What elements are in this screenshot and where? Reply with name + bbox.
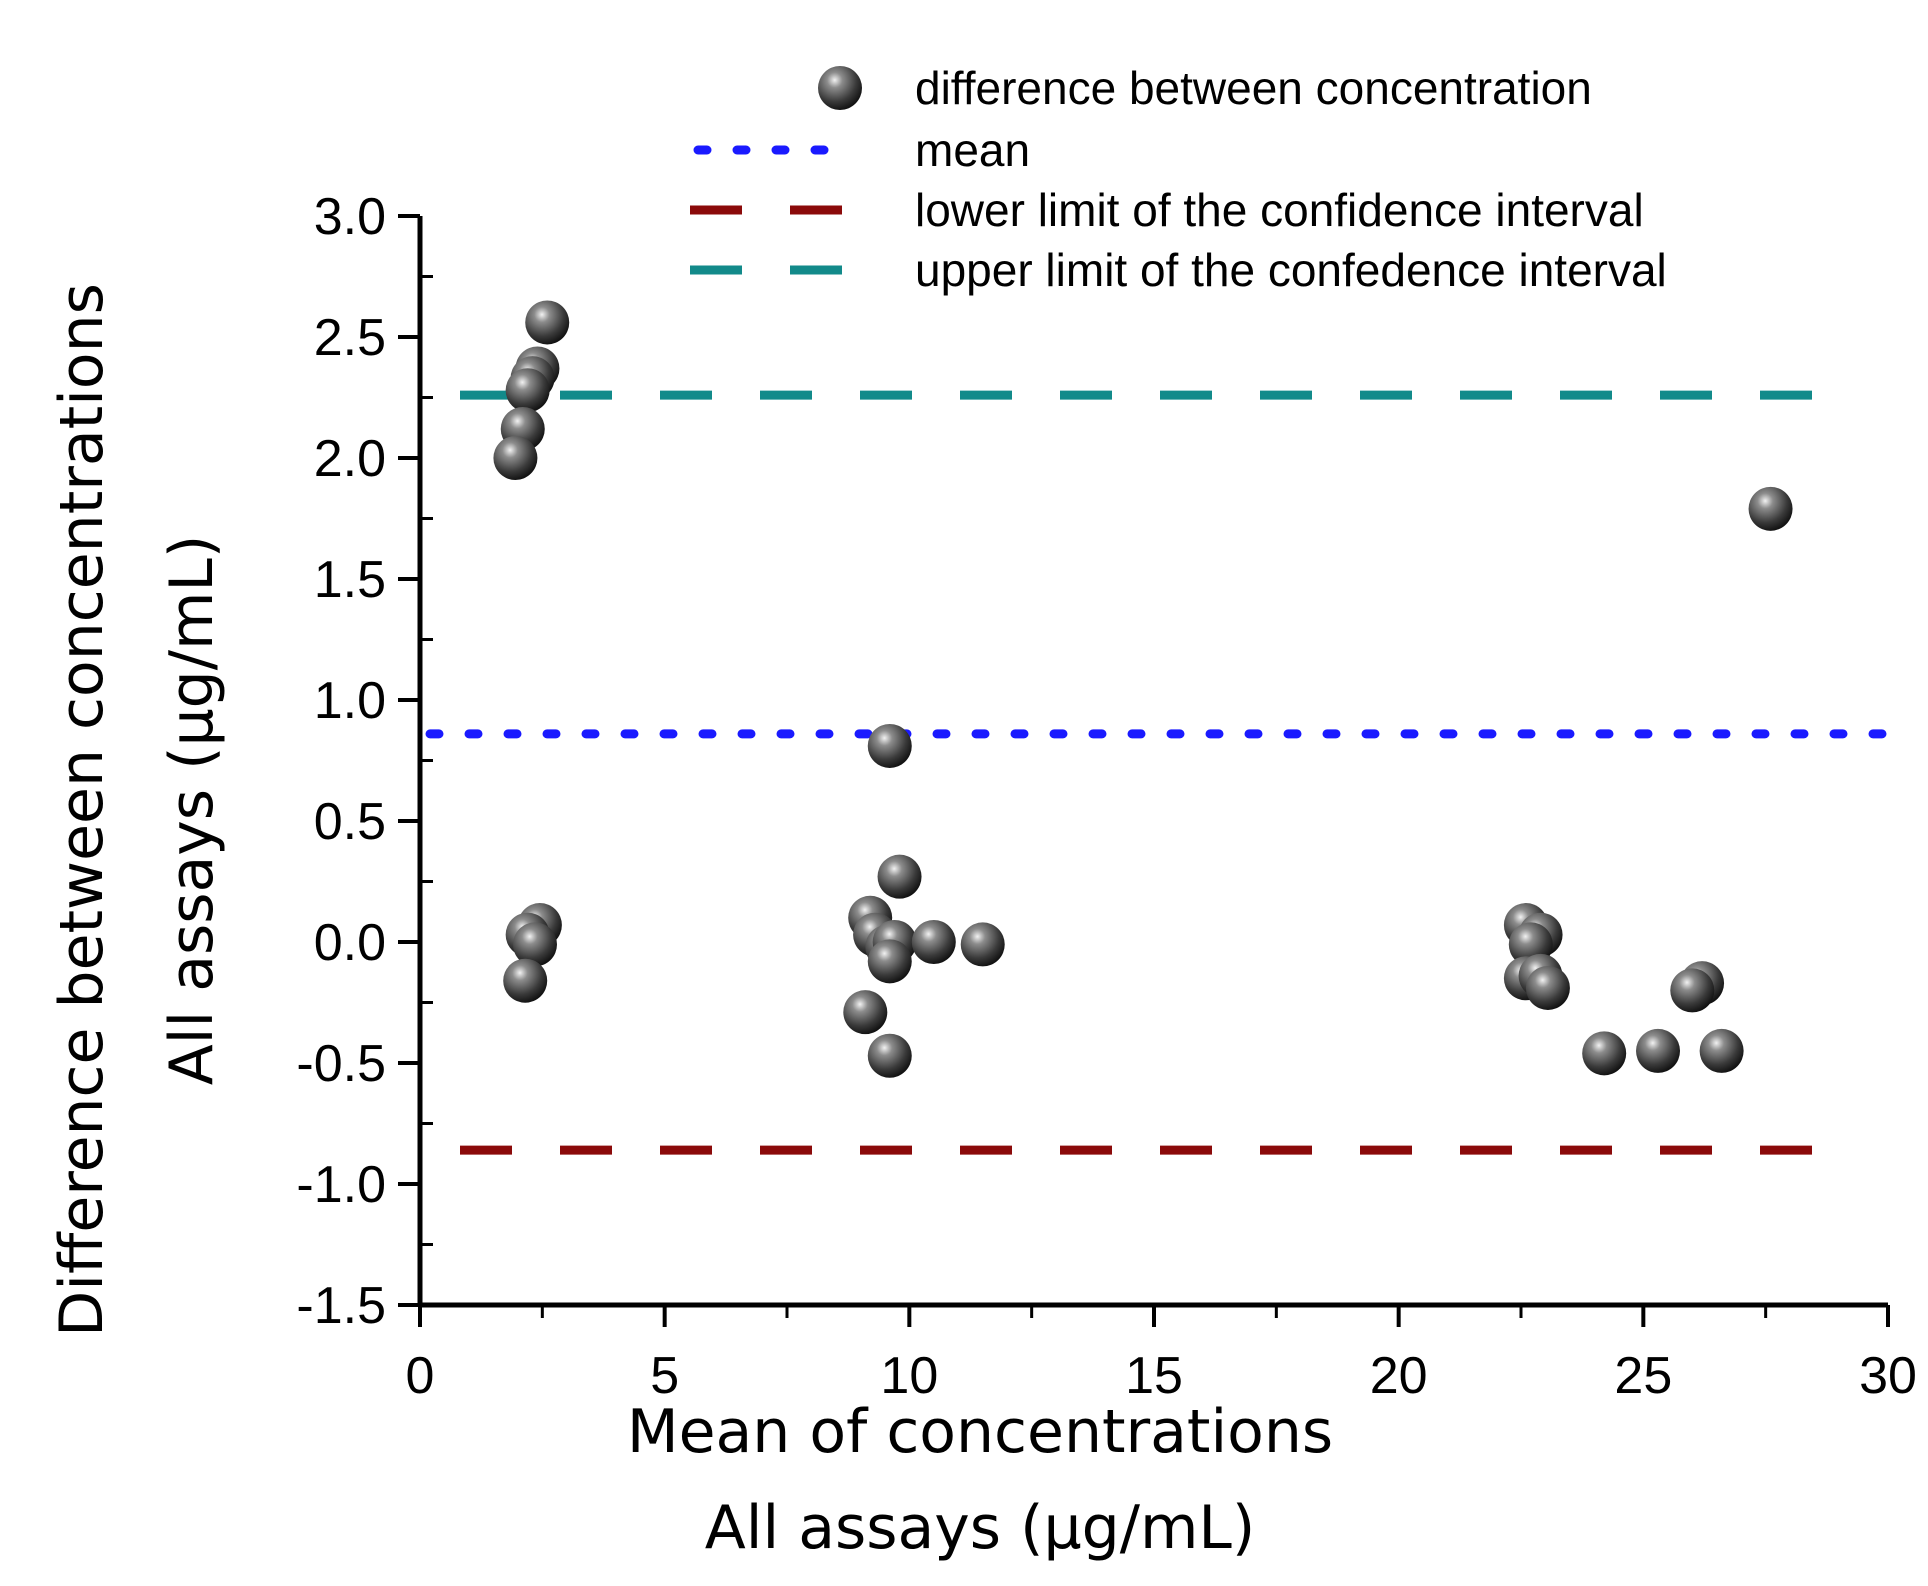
data-point bbox=[867, 1033, 912, 1078]
legend-marker-icon bbox=[818, 66, 862, 110]
data-point bbox=[1670, 968, 1715, 1013]
data-point bbox=[1525, 965, 1570, 1010]
data-points bbox=[493, 300, 1793, 1078]
legend-label: mean bbox=[915, 124, 1030, 176]
data-point bbox=[1636, 1028, 1681, 1073]
data-point bbox=[493, 436, 538, 480]
y-tick-label: 3.0 bbox=[314, 188, 386, 246]
data-point bbox=[867, 939, 912, 984]
data-point bbox=[503, 958, 548, 1003]
y-tick-label: 0.5 bbox=[314, 793, 386, 851]
y-tick-label: 2.5 bbox=[314, 309, 386, 367]
reference-lines bbox=[425, 390, 1915, 1155]
data-point bbox=[1699, 1028, 1744, 1073]
data-point bbox=[1582, 1031, 1627, 1076]
y-tick-label: 1.5 bbox=[314, 551, 386, 609]
axes: 0 5 10 15 20 25 30 -1.5 -1.0 -0.5 0.0 0.5 1.0 1.5 2.0 2… bbox=[296, 188, 1917, 1405]
data-point bbox=[505, 368, 550, 413]
legend-label: lower limit of the confidence interval bbox=[915, 184, 1644, 236]
x-tick-label: 25 bbox=[1614, 1347, 1672, 1405]
legend-label: upper limit of the confedence interval bbox=[915, 244, 1667, 296]
x-tick-label: 15 bbox=[1125, 1347, 1183, 1405]
data-point bbox=[843, 990, 888, 1035]
data-point bbox=[512, 922, 557, 967]
y-tick-label: -1.0 bbox=[296, 1156, 386, 1214]
data-point bbox=[877, 854, 922, 899]
data-point bbox=[867, 723, 912, 768]
x-axis-title-line1: Mean of concentrations bbox=[627, 1397, 1333, 1467]
legend: difference between concentration mean lowe… bbox=[690, 62, 1667, 296]
data-point bbox=[960, 922, 1005, 967]
data-point bbox=[911, 920, 956, 964]
x-tick-label: 30 bbox=[1859, 1347, 1917, 1405]
y-tick-label: 1.0 bbox=[314, 672, 386, 730]
x-tick-label: 0 bbox=[406, 1347, 435, 1405]
data-point bbox=[525, 300, 570, 345]
legend-label: difference between concentration bbox=[915, 62, 1592, 114]
x-axis-title-line2: All assays (µg/mL) bbox=[705, 1493, 1256, 1563]
y-tick-label: 0.0 bbox=[314, 914, 386, 972]
y-tick-label: -0.5 bbox=[296, 1035, 386, 1093]
x-tick-label: 10 bbox=[880, 1347, 938, 1405]
x-tick-label: 5 bbox=[650, 1347, 679, 1405]
data-point bbox=[1748, 486, 1793, 531]
y-axis-title-line1: Difference between concentrations bbox=[47, 283, 117, 1337]
x-tick-label: 20 bbox=[1370, 1347, 1428, 1405]
y-tick-label: -1.5 bbox=[296, 1277, 386, 1335]
y-tick-label: 2.0 bbox=[314, 430, 386, 488]
y-axis-title-line2: All assays (µg/mL) bbox=[157, 535, 227, 1086]
